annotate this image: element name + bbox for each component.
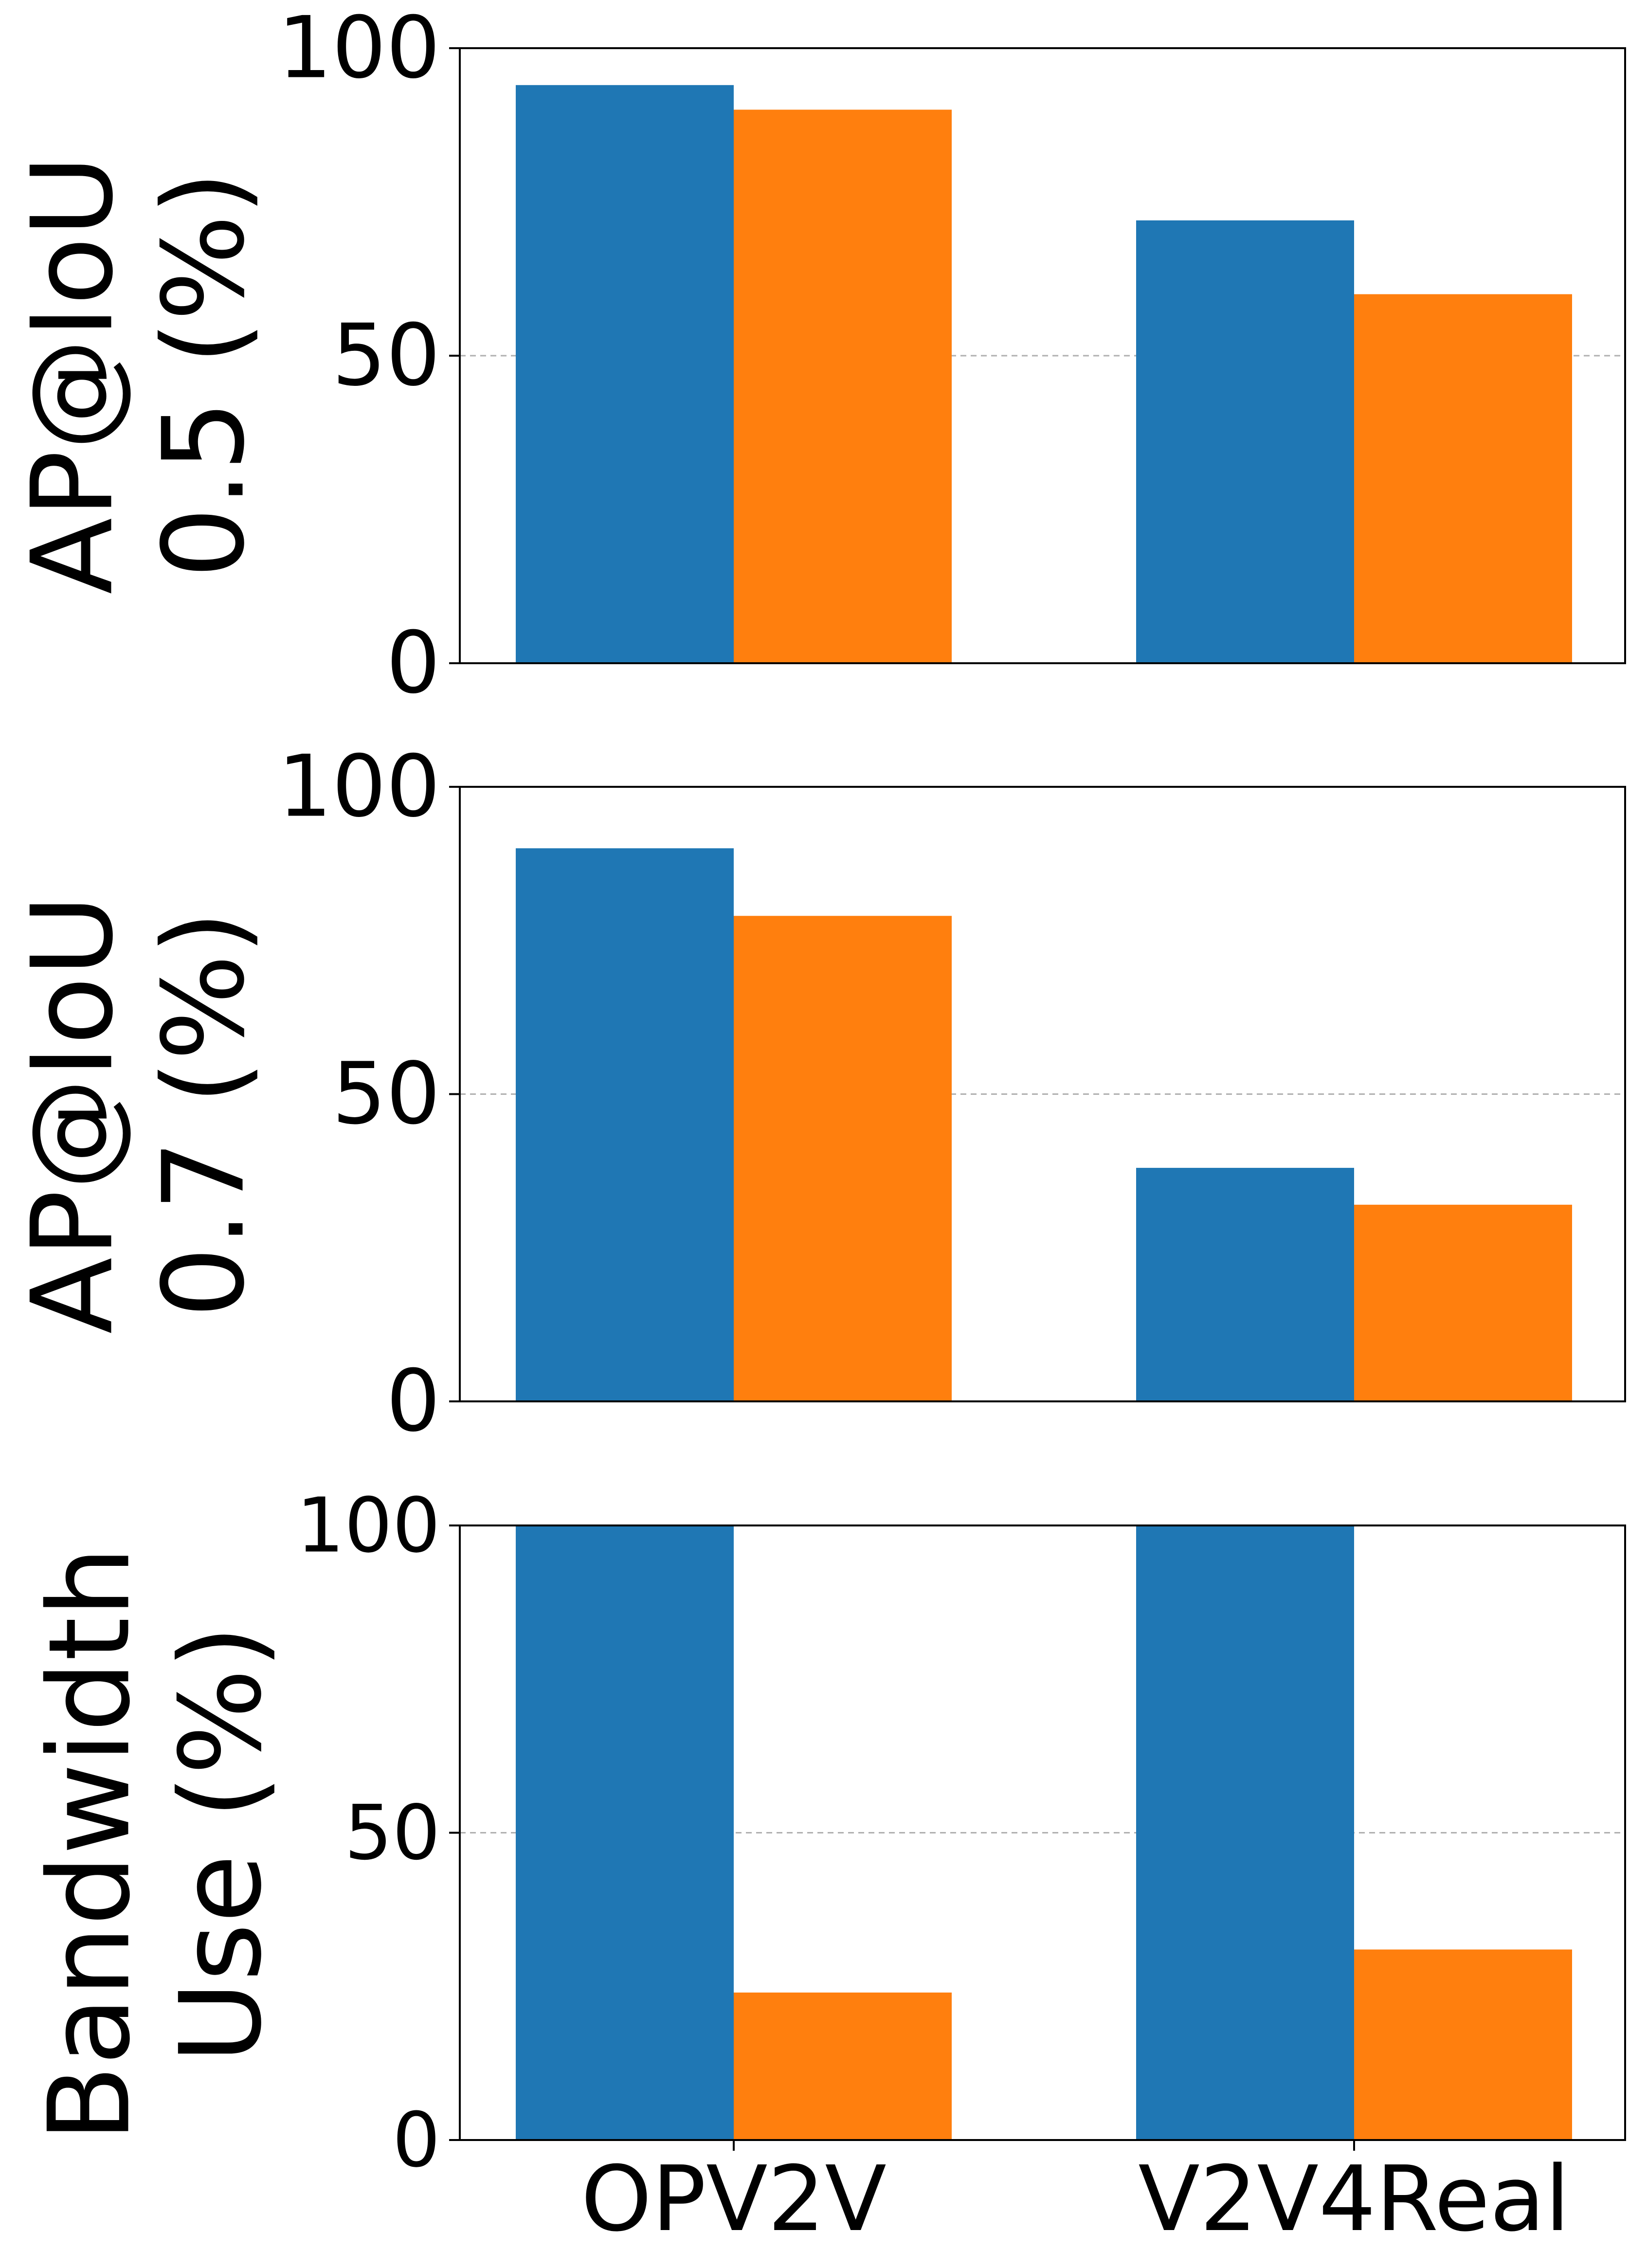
bar-opv2v-series-2: [734, 1992, 952, 2140]
y-axis-label-line-1: AP@IoU: [8, 895, 138, 1334]
y-axis-label-line-2: Use (%): [157, 1625, 287, 2064]
x-tick-label-opv2v: OPV2V: [581, 2146, 887, 2251]
y-axis-label-line-2: 0.5 (%): [140, 171, 270, 579]
bar-opv2v-series-2: [734, 109, 952, 663]
bar-opv2v-series-1: [516, 1525, 734, 2140]
y-axis-label-line-2: 0.7 (%): [140, 911, 270, 1318]
subplot-1: 0 50 100 AP@IoU 0.5 (%): [8, 0, 1626, 713]
bar-v2v4real-series-1: [1136, 1168, 1354, 1401]
y-tick-label: 50: [332, 307, 440, 405]
bar-opv2v-series-1: [516, 848, 734, 1401]
bar-v2v4real-series-1: [1136, 1525, 1354, 2140]
bar-opv2v-series-2: [734, 916, 952, 1401]
y-tick-label: 100: [296, 1482, 440, 1570]
bar-v2v4real-series-2: [1354, 294, 1572, 663]
bar-v2v4real-series-2: [1354, 1204, 1572, 1401]
y-axis-label-line-1: Bandwidth: [25, 1546, 155, 2142]
bar-v2v4real-series-1: [1136, 220, 1354, 663]
x-tick-label-v2v4real: V2V4Real: [1138, 2146, 1570, 2251]
y-tick-label: 0: [386, 614, 440, 713]
y-tick-label: 100: [278, 738, 440, 836]
y-tick-label: 0: [386, 1352, 440, 1451]
subplot-3: 0 50 100 Bandwidth Use (%) OPV2V V2V4Real: [25, 1482, 1626, 2251]
y-axis-label-line-1: AP@IoU: [8, 155, 138, 595]
y-tick-label: 0: [392, 2096, 440, 2184]
bar-opv2v-series-1: [516, 85, 734, 664]
y-tick-label: 100: [278, 0, 440, 98]
y-tick-label: 50: [332, 1045, 440, 1143]
subplot-2: 0 50 100 AP@IoU 0.7 (%): [8, 738, 1626, 1451]
y-tick-label: 50: [344, 1789, 440, 1877]
bar-v2v4real-series-2: [1354, 1949, 1572, 2140]
